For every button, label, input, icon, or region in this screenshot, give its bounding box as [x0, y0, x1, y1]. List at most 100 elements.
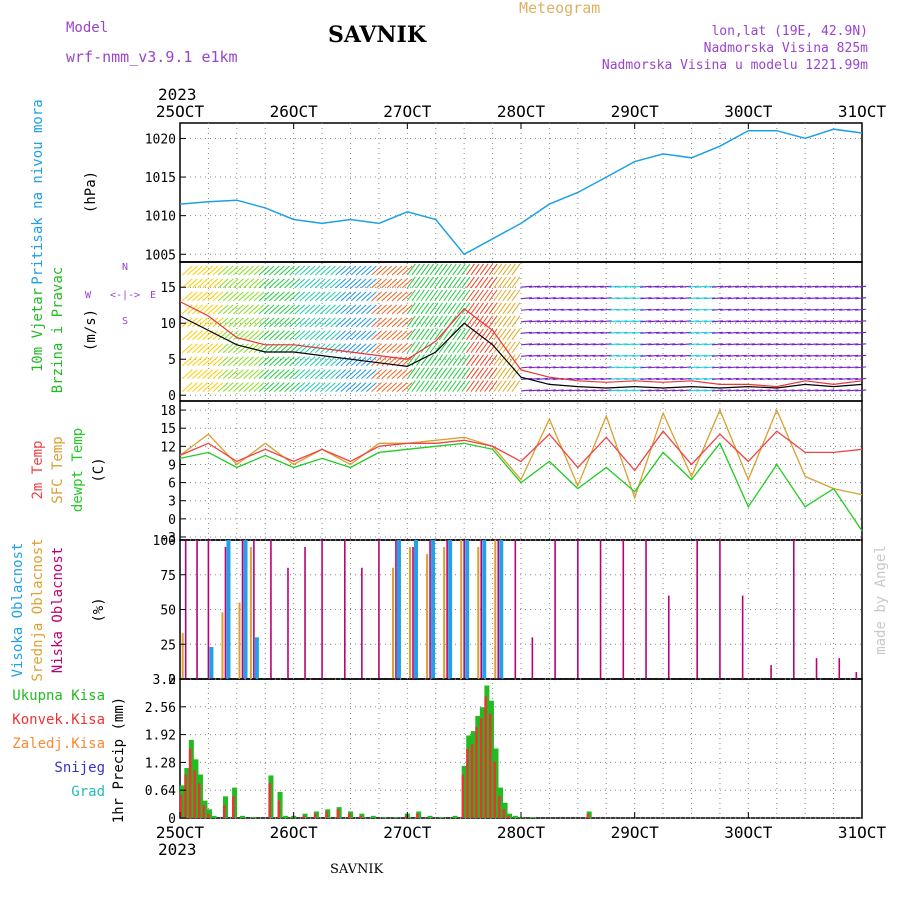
wind-vector: [325, 356, 336, 367]
wind-vector: [456, 263, 466, 276]
wind-vector: [447, 354, 457, 367]
wind-vector: [434, 276, 444, 289]
wind-vector: [506, 315, 516, 328]
wind-vector: [576, 320, 588, 323]
wind-vector: [616, 377, 628, 380]
wind-vector: [238, 304, 249, 315]
wind-vector: [386, 343, 398, 354]
wind-vector: [656, 320, 668, 323]
wind-vector: [299, 382, 311, 393]
wind-vector: [751, 377, 763, 380]
wind-vector: [664, 320, 676, 323]
wind-vector: [289, 356, 301, 367]
wind-vector: [520, 354, 533, 357]
wind-vector: [592, 389, 604, 392]
wind-vector: [360, 291, 372, 302]
wind-vector: [466, 263, 475, 276]
wind-vector: [632, 297, 644, 300]
wind-vector: [839, 389, 851, 392]
wind-vector: [727, 354, 739, 357]
wind-vector: [371, 330, 382, 341]
precip-bar-total: [240, 815, 246, 818]
wind-vector: [823, 377, 835, 380]
wind-vector: [735, 320, 747, 323]
precip-bar-convective: [404, 815, 408, 818]
wind-vector: [416, 380, 425, 392]
wind-vector: [719, 331, 731, 334]
wind-vector: [284, 265, 295, 276]
year-label-bottom: 2023: [158, 840, 197, 859]
wind-vector: [568, 343, 580, 346]
wind-vector: [233, 291, 244, 302]
wind-vector: [456, 380, 466, 392]
wind-vector: [680, 377, 692, 380]
wind-vector: [680, 320, 692, 323]
wind-vector: [371, 265, 382, 276]
wind-vector: [443, 276, 453, 289]
wind-vector: [648, 297, 660, 300]
wind-vector: [284, 304, 295, 315]
precip-bar-convective: [232, 796, 235, 818]
wind-vector: [552, 285, 564, 288]
wind-vector: [475, 289, 484, 302]
wind-vector: [640, 389, 652, 392]
wind-vector: [799, 366, 811, 369]
precip-bar-convective: [507, 815, 510, 818]
wind-vector: [456, 328, 466, 341]
wind-vector: [222, 382, 234, 393]
wind-vector: [608, 354, 620, 357]
wind-vector: [456, 341, 466, 354]
wind-vector: [434, 302, 444, 315]
wind-vector: [406, 341, 416, 354]
wind-vector: [839, 343, 851, 346]
wind-vector: [238, 265, 249, 276]
wind-vector: [493, 276, 503, 289]
wind-vector: [506, 341, 516, 354]
wind-vector: [831, 297, 843, 300]
wind-vector: [294, 317, 306, 328]
wind-vector: [289, 304, 301, 315]
wind-vector: [187, 291, 198, 302]
wind-vector: [847, 366, 859, 369]
wind-vector: [552, 331, 564, 334]
wind-vector: [711, 331, 724, 334]
wind-vector: [345, 265, 357, 276]
wind-vector: [461, 263, 471, 276]
wind-vector: [381, 278, 393, 289]
year-label-top: 2023: [158, 85, 197, 104]
wind-vector: [227, 265, 239, 276]
wind-vector: [420, 341, 430, 354]
x-tick-label-top: 26OCT: [270, 102, 319, 121]
wind-vector: [263, 317, 275, 328]
wind-vector: [616, 343, 628, 346]
wind-vector: [823, 331, 835, 334]
wind-vector: [289, 382, 301, 393]
wind-vector: [360, 369, 372, 380]
wind-vector: [438, 380, 448, 392]
wind-vector: [520, 389, 533, 392]
wind-vector: [759, 354, 771, 357]
wind-vector: [335, 265, 347, 276]
wind-vector: [350, 304, 362, 315]
wind-vector: [855, 285, 867, 288]
wind-vector: [217, 291, 229, 302]
wind-vector: [197, 369, 208, 380]
wind-vector: [703, 308, 716, 311]
wind-vector: [536, 297, 548, 300]
wind-vector: [181, 304, 193, 315]
wind-vector: [406, 328, 416, 341]
wind-vector: [425, 263, 434, 276]
wind-vector: [648, 343, 660, 346]
wind-vector: [511, 289, 521, 302]
wind-vector: [493, 367, 503, 379]
wind-vector: [381, 317, 393, 328]
wind-vector: [703, 354, 716, 357]
wind-vector: [506, 380, 516, 392]
wind-vector: [807, 320, 819, 323]
wind-vector: [466, 380, 475, 392]
wind-vector: [212, 291, 224, 302]
wind-vector: [366, 278, 377, 289]
wind-vector: [751, 285, 763, 288]
wind-vector: [187, 304, 198, 315]
wind-vector: [855, 308, 867, 311]
